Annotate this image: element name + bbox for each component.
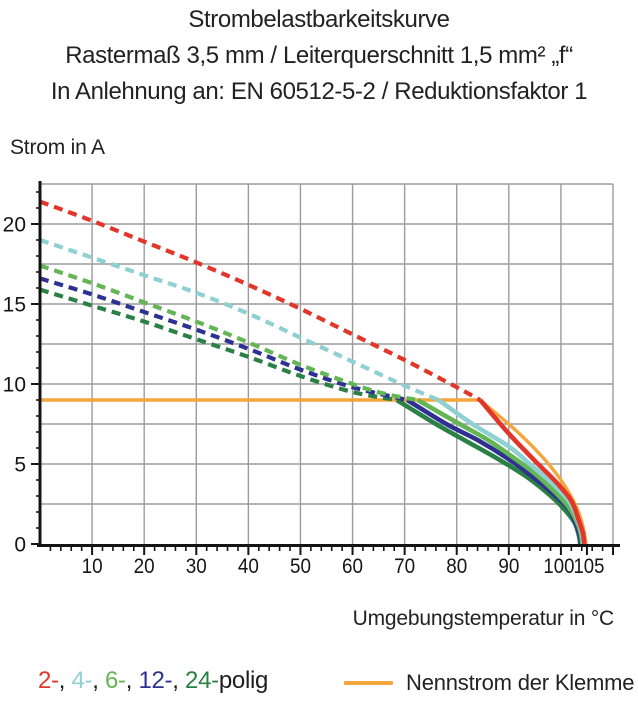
chart-title-line3: In Anlehnung an: EN 60512-5-2 / Reduktio… bbox=[50, 78, 588, 105]
legend-pole-segment: , bbox=[172, 667, 186, 694]
curves-layer bbox=[39, 199, 588, 545]
y-tick-label: 15 bbox=[3, 294, 26, 317]
x-tick-label: 105 bbox=[573, 555, 604, 578]
legend-pole-segment: 24- bbox=[185, 667, 219, 694]
x-axis-title: Umgebungstemperatur in °C bbox=[352, 607, 615, 630]
legend-pole-segment: 2- bbox=[38, 667, 59, 694]
x-tick-label: 30 bbox=[186, 555, 207, 578]
legend-pole-segment: 4- bbox=[71, 667, 93, 694]
chart-title-line2: Rastermaß 3,5 mm / Leiterquerschnitt 1,5… bbox=[65, 42, 573, 69]
x-tick-label: 80 bbox=[446, 555, 467, 578]
legend-pole-segment: polig bbox=[218, 667, 269, 694]
x-tick-label: 70 bbox=[394, 555, 415, 578]
chart-title-block: Strombelastbarkeitskurve Rastermaß 3,5 m… bbox=[0, 2, 638, 110]
legend-nennstrom: Nennstrom der Klemme bbox=[344, 670, 635, 696]
curve-6polig-dashed bbox=[39, 263, 419, 403]
y-tick-label: 0 bbox=[14, 534, 26, 557]
curve-24polig-solid bbox=[395, 398, 583, 545]
x-tick-label: 90 bbox=[498, 555, 519, 578]
y-tick-label: 5 bbox=[14, 454, 26, 477]
legend-pole-segment: 12- bbox=[138, 667, 173, 694]
nennstrom-label: Nennstrom der Klemme bbox=[406, 670, 635, 695]
legend-poles-text: 2-, 4-, 6-, 12-, 24-polig bbox=[38, 667, 268, 695]
y-tick-label: 20 bbox=[3, 214, 26, 237]
x-tick-label: 40 bbox=[238, 555, 259, 578]
x-tick-label: 50 bbox=[290, 555, 311, 578]
legend-pole-segment: 6- bbox=[105, 667, 126, 694]
x-tick-label: 20 bbox=[134, 555, 155, 578]
y-tick-label: 10 bbox=[3, 374, 26, 397]
curve-2polig-solid bbox=[478, 398, 587, 545]
chart-title-line1: Strombelastbarkeitskurve bbox=[188, 6, 450, 33]
x-tick-label: 10 bbox=[82, 555, 103, 578]
curve-2polig-dashed bbox=[39, 199, 482, 402]
curve-4polig-dashed bbox=[39, 238, 440, 402]
legend-pole-segment: , bbox=[92, 667, 105, 694]
x-tick-label: 100 bbox=[543, 555, 574, 578]
x-tick-label: 60 bbox=[342, 555, 363, 578]
legend-pole-segment: , bbox=[58, 667, 72, 694]
nennstrom-swatch-line bbox=[344, 681, 393, 685]
y-axis-title: Strom in A bbox=[10, 136, 105, 159]
legend-pole-segment: , bbox=[125, 667, 139, 694]
